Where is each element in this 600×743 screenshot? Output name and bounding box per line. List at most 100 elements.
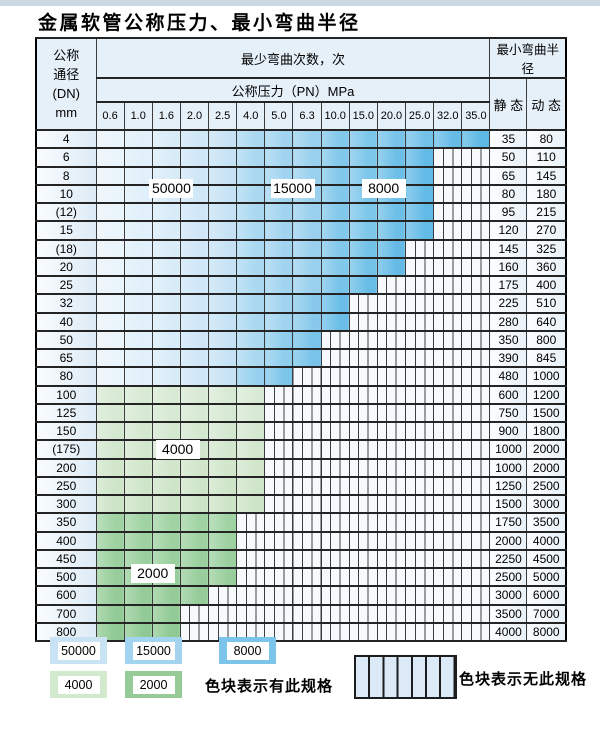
cycle-cell xyxy=(179,128,210,150)
no-spec-cell xyxy=(461,311,491,332)
pressure-value-header: 35.0 xyxy=(461,101,491,131)
legend-swatch-label: 15000 xyxy=(132,641,175,660)
legend-swatch-label: 4000 xyxy=(57,675,100,694)
no-spec-cell xyxy=(320,457,350,478)
no-spec-cell xyxy=(376,439,407,460)
no-spec-cell xyxy=(433,183,463,205)
cycle-cell xyxy=(320,147,350,168)
cycle-cell xyxy=(264,311,294,332)
cycle-cell xyxy=(179,311,210,332)
table-row: 50 350 800 xyxy=(35,329,567,351)
cycle-cell xyxy=(264,366,294,387)
cycle-cell xyxy=(151,128,181,150)
cycle-cell xyxy=(320,274,350,296)
no-spec-cell xyxy=(433,566,463,588)
cycle-count-label: 50000 xyxy=(149,178,194,198)
dn-cell: (175) xyxy=(35,439,97,460)
no-spec-cell xyxy=(461,366,491,387)
no-spec-cell xyxy=(433,402,463,424)
no-spec-cell xyxy=(348,329,378,351)
cycle-cell xyxy=(95,329,125,351)
cycle-cell xyxy=(95,256,125,278)
no-spec-cell xyxy=(433,475,463,497)
no-spec-cell xyxy=(264,402,294,424)
dynamic-radius-cell: 2000 xyxy=(526,457,567,478)
cycle-cell xyxy=(320,201,350,223)
cycle-cell xyxy=(151,493,181,515)
no-spec-cell xyxy=(348,311,378,332)
no-spec-cell xyxy=(433,439,463,460)
cycle-cell xyxy=(151,311,181,332)
pressure-value-header: 2.5 xyxy=(208,101,238,131)
cycle-cell xyxy=(376,256,407,278)
no-spec-cell xyxy=(405,530,435,551)
cycle-cell xyxy=(95,475,125,497)
no-spec-cell xyxy=(433,457,463,478)
table-row: 15 120 270 xyxy=(35,220,567,241)
no-spec-cell xyxy=(433,311,463,332)
no-spec-cell xyxy=(405,420,435,442)
no-spec-cell xyxy=(405,603,435,624)
cycle-cell xyxy=(179,274,210,296)
cycle-cell xyxy=(208,311,238,332)
dn-cell: 200 xyxy=(35,457,97,478)
no-spec-cell xyxy=(320,548,350,570)
cycle-cell xyxy=(292,293,322,314)
cycle-cell xyxy=(208,347,238,369)
no-spec-cell xyxy=(461,457,491,478)
cycle-cell xyxy=(208,420,238,442)
no-spec-cell xyxy=(348,548,378,570)
cycle-cell xyxy=(95,311,125,332)
table-row: 200 1000 2000 xyxy=(35,457,567,478)
cycle-cell xyxy=(95,147,125,168)
cycle-cell xyxy=(179,566,210,588)
cycle-cell xyxy=(179,530,210,551)
no-spec-cell xyxy=(376,512,407,533)
no-spec-cell xyxy=(292,420,322,442)
no-spec-cell xyxy=(405,548,435,570)
cycle-cell xyxy=(151,621,181,643)
dynamic-header: 动 态 xyxy=(526,77,567,131)
cycle-cell xyxy=(95,220,125,241)
table-row: 600 3000 6000 xyxy=(35,585,567,606)
no-spec-cell xyxy=(376,402,407,424)
no-spec-cell xyxy=(376,493,407,515)
no-spec-cell xyxy=(292,402,322,424)
no-spec-cell xyxy=(208,585,238,606)
cycle-cell xyxy=(461,128,491,150)
static-radius-cell: 4000 xyxy=(489,621,528,643)
cycle-cell xyxy=(123,493,153,515)
no-spec-cell xyxy=(376,329,407,351)
no-spec-cell xyxy=(376,621,407,643)
table-row: 4 35 80 xyxy=(35,128,567,150)
cycle-cell xyxy=(179,238,210,259)
legend-swatch-label: 50000 xyxy=(57,641,100,660)
dn-cell: 350 xyxy=(35,512,97,533)
cycle-cell xyxy=(95,201,125,223)
cycle-cell xyxy=(123,165,153,186)
cycle-cell xyxy=(151,530,181,551)
cycle-cell xyxy=(264,329,294,351)
dn-cell: (12) xyxy=(35,201,97,223)
cycle-cell xyxy=(179,548,210,570)
cycle-cell xyxy=(208,384,238,405)
pressure-value-header: 0.6 xyxy=(95,101,125,131)
no-spec-cell xyxy=(461,512,491,533)
cycle-cell xyxy=(123,311,153,332)
cycle-cell xyxy=(123,475,153,497)
no-spec-cell xyxy=(320,366,350,387)
legend-swatch-label: 8000 xyxy=(226,641,269,660)
no-spec-cell xyxy=(320,402,350,424)
no-spec-cell xyxy=(405,293,435,314)
no-spec-cell xyxy=(405,566,435,588)
cycle-cell xyxy=(208,128,238,150)
dn-cell: 15 xyxy=(35,220,97,241)
static-radius-cell: 2250 xyxy=(489,548,528,570)
cycle-cell xyxy=(179,475,210,497)
no-spec-cell xyxy=(320,420,350,442)
dn-cell: 125 xyxy=(35,402,97,424)
cycle-cell xyxy=(179,256,210,278)
cycle-cell xyxy=(264,293,294,314)
dynamic-radius-cell: 3500 xyxy=(526,512,567,533)
pressure-title: 公称压力（PN）MPa xyxy=(95,77,491,103)
